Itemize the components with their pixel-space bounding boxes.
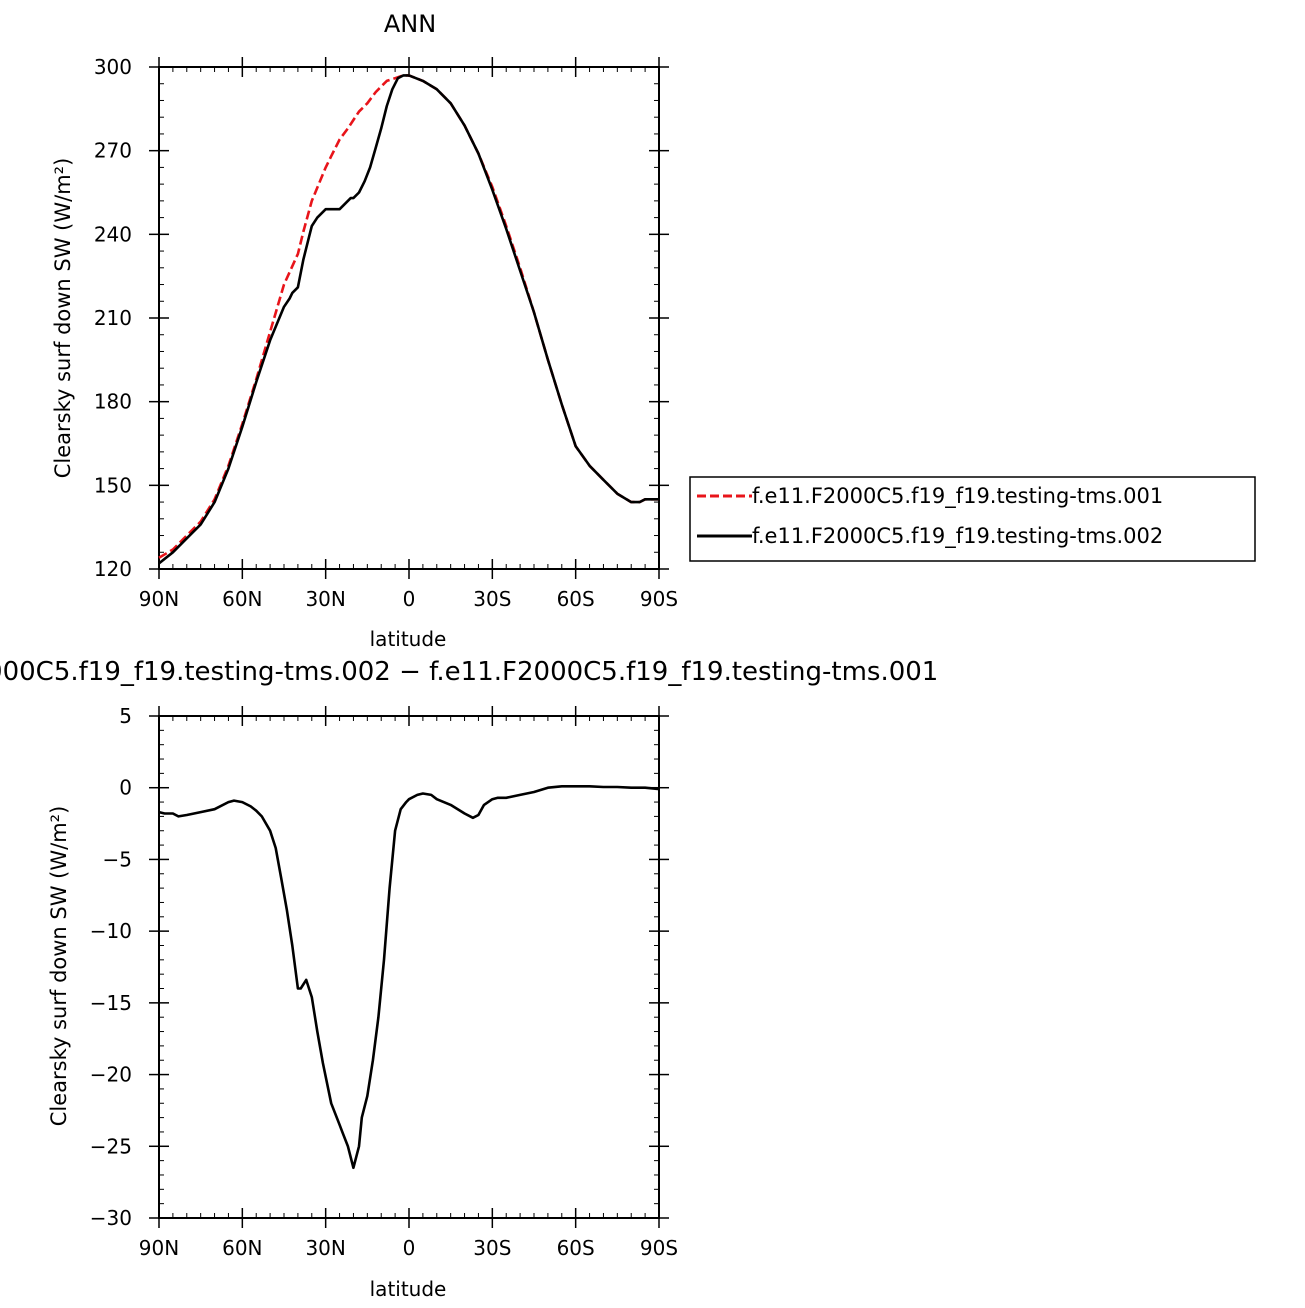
legend-box (689, 476, 1256, 562)
x-tick-label: 90N (139, 1236, 179, 1260)
bottom-x-axis-label: latitude (370, 1277, 447, 1301)
y-tick-label: 0 (119, 776, 132, 800)
y-tick-label: −15 (90, 991, 132, 1015)
x-tick-label: 90S (640, 587, 678, 611)
y-tick-label: −20 (90, 1063, 132, 1087)
top-plot-frame (158, 66, 660, 570)
y-tick-label: −30 (90, 1206, 132, 1230)
x-tick-label: 60S (557, 587, 595, 611)
y-tick-label: 270 (94, 139, 132, 163)
top-x-axis-label: latitude (370, 627, 447, 651)
series-line-1-0 (158, 784, 660, 1170)
legend-label-002: f.e11.F2000C5.f19_f19.testing-tms.002 (752, 524, 1163, 549)
series-line-0-1 (158, 74, 659, 565)
y-tick-label: 300 (94, 55, 132, 79)
legend-entry-001: f.e11.F2000C5.f19_f19.testing-tms.001 (697, 484, 1163, 509)
legend: f.e11.F2000C5.f19_f19.testing-tms.001 f.… (689, 476, 1256, 562)
bottom-axis-ticks: 90N 60N 30N 0 30S 60S 90S −30 −25 −20 −15 −10 −5 0 5 (90, 704, 678, 1260)
y-tick-label: 210 (94, 306, 132, 330)
x-tick-label: 30S (473, 1236, 511, 1260)
x-tick-label: 90N (139, 587, 179, 611)
x-tick-label: 90S (640, 1236, 678, 1260)
top-y-axis-label: Clearsky surf down SW (W/m²) (51, 158, 75, 479)
legend-entry-002: f.e11.F2000C5.f19_f19.testing-tms.002 (697, 524, 1163, 549)
top-panel: ANN 90N 60N 30N 0 30S 60S 90S 120 150 180 210 240 27… (51, 10, 678, 651)
x-tick-label: 30N (305, 1236, 345, 1260)
top-axis-ticks: 90N 60N 30N 0 30S 60S 90S 120 150 180 210 240 270 300 (94, 55, 678, 611)
y-tick-label: 240 (94, 222, 132, 246)
bottom-plot-frame (158, 715, 660, 1219)
bottom-series-group (158, 784, 660, 1170)
y-tick-label: 180 (94, 390, 132, 414)
bottom-panel: f.e11.F2000C5.f19_f19.testing-tms.002 − … (0, 657, 938, 1301)
y-tick-label: −25 (90, 1134, 132, 1158)
x-tick-label: 0 (403, 587, 416, 611)
x-tick-label: 30N (305, 587, 345, 611)
x-tick-label: 60N (222, 587, 262, 611)
y-tick-label: −5 (103, 847, 132, 871)
legend-label-001: f.e11.F2000C5.f19_f19.testing-tms.001 (752, 484, 1163, 509)
x-tick-label: 60S (557, 1236, 595, 1260)
bottom-y-axis-label: Clearsky surf down SW (W/m²) (47, 806, 71, 1127)
x-tick-label: 60N (222, 1236, 262, 1260)
y-tick-label: −10 (90, 919, 132, 943)
y-tick-label: 150 (94, 473, 132, 497)
bottom-chart-title: f.e11.F2000C5.f19_f19.testing-tms.002 − … (0, 657, 938, 687)
x-tick-label: 30S (473, 587, 511, 611)
y-tick-label: 120 (94, 557, 132, 581)
x-tick-label: 0 (403, 1236, 416, 1260)
top-series-group (158, 74, 659, 565)
top-chart-title: ANN (384, 10, 436, 38)
y-tick-label: 5 (119, 704, 132, 728)
series-line-0-0 (158, 74, 659, 559)
